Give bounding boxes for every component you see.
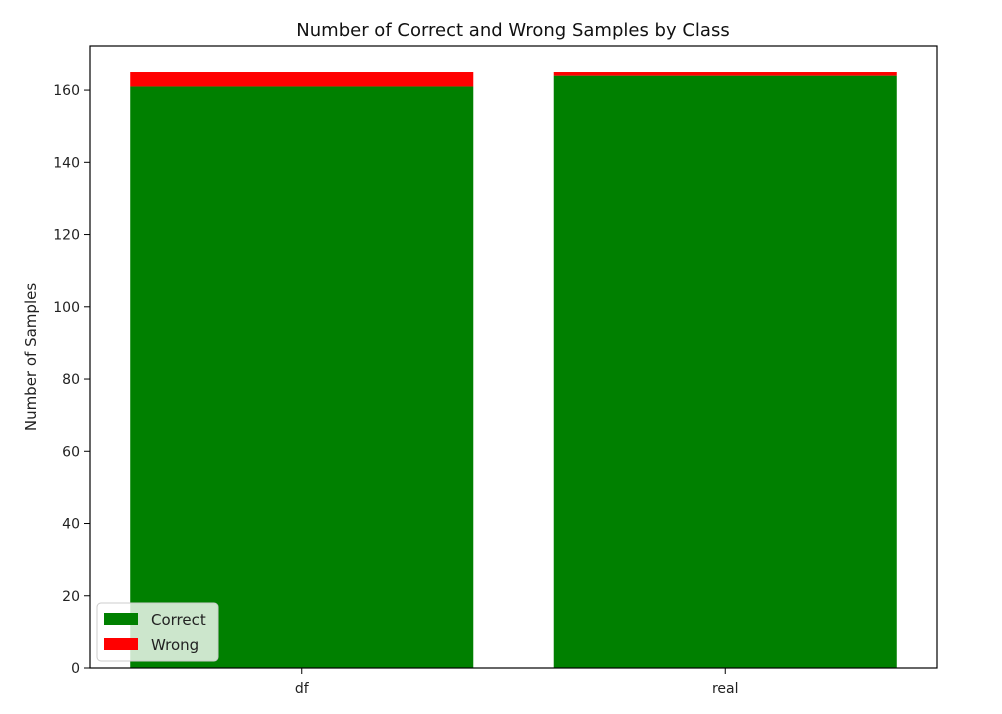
x-axis: df real <box>295 668 739 697</box>
y-tick-label: 100 <box>53 300 80 316</box>
y-tick-label: 0 <box>71 661 80 677</box>
y-tick-label: 20 <box>62 589 80 605</box>
x-tick-label-real: real <box>712 681 739 697</box>
plot-frame <box>89 45 938 669</box>
bar-correct-df <box>130 86 474 668</box>
legend: Correct Wrong <box>96 602 219 662</box>
x-tick-label-df: df <box>295 681 310 697</box>
y-tick-label: 140 <box>53 155 80 171</box>
y-tick-label: 160 <box>53 83 80 99</box>
legend-swatch-wrong <box>104 638 138 650</box>
bars-layer <box>130 72 897 669</box>
y-tick-label: 40 <box>62 517 80 533</box>
bar-wrong-real <box>553 72 897 76</box>
y-tick-label: 60 <box>62 444 80 460</box>
y-axis: 0 20 40 60 80 100 120 140 160 <box>53 83 90 677</box>
bar-correct-real <box>553 75 897 669</box>
legend-label-correct: Correct <box>151 611 206 629</box>
chart-title: Number of Correct and Wrong Samples by C… <box>296 20 729 41</box>
y-tick-label: 80 <box>62 372 80 388</box>
y-tick-label: 120 <box>53 228 80 244</box>
bar-wrong-df <box>130 72 474 87</box>
y-axis-label: Number of Samples <box>22 283 40 431</box>
legend-swatch-correct <box>104 613 138 625</box>
legend-label-wrong: Wrong <box>151 636 199 654</box>
